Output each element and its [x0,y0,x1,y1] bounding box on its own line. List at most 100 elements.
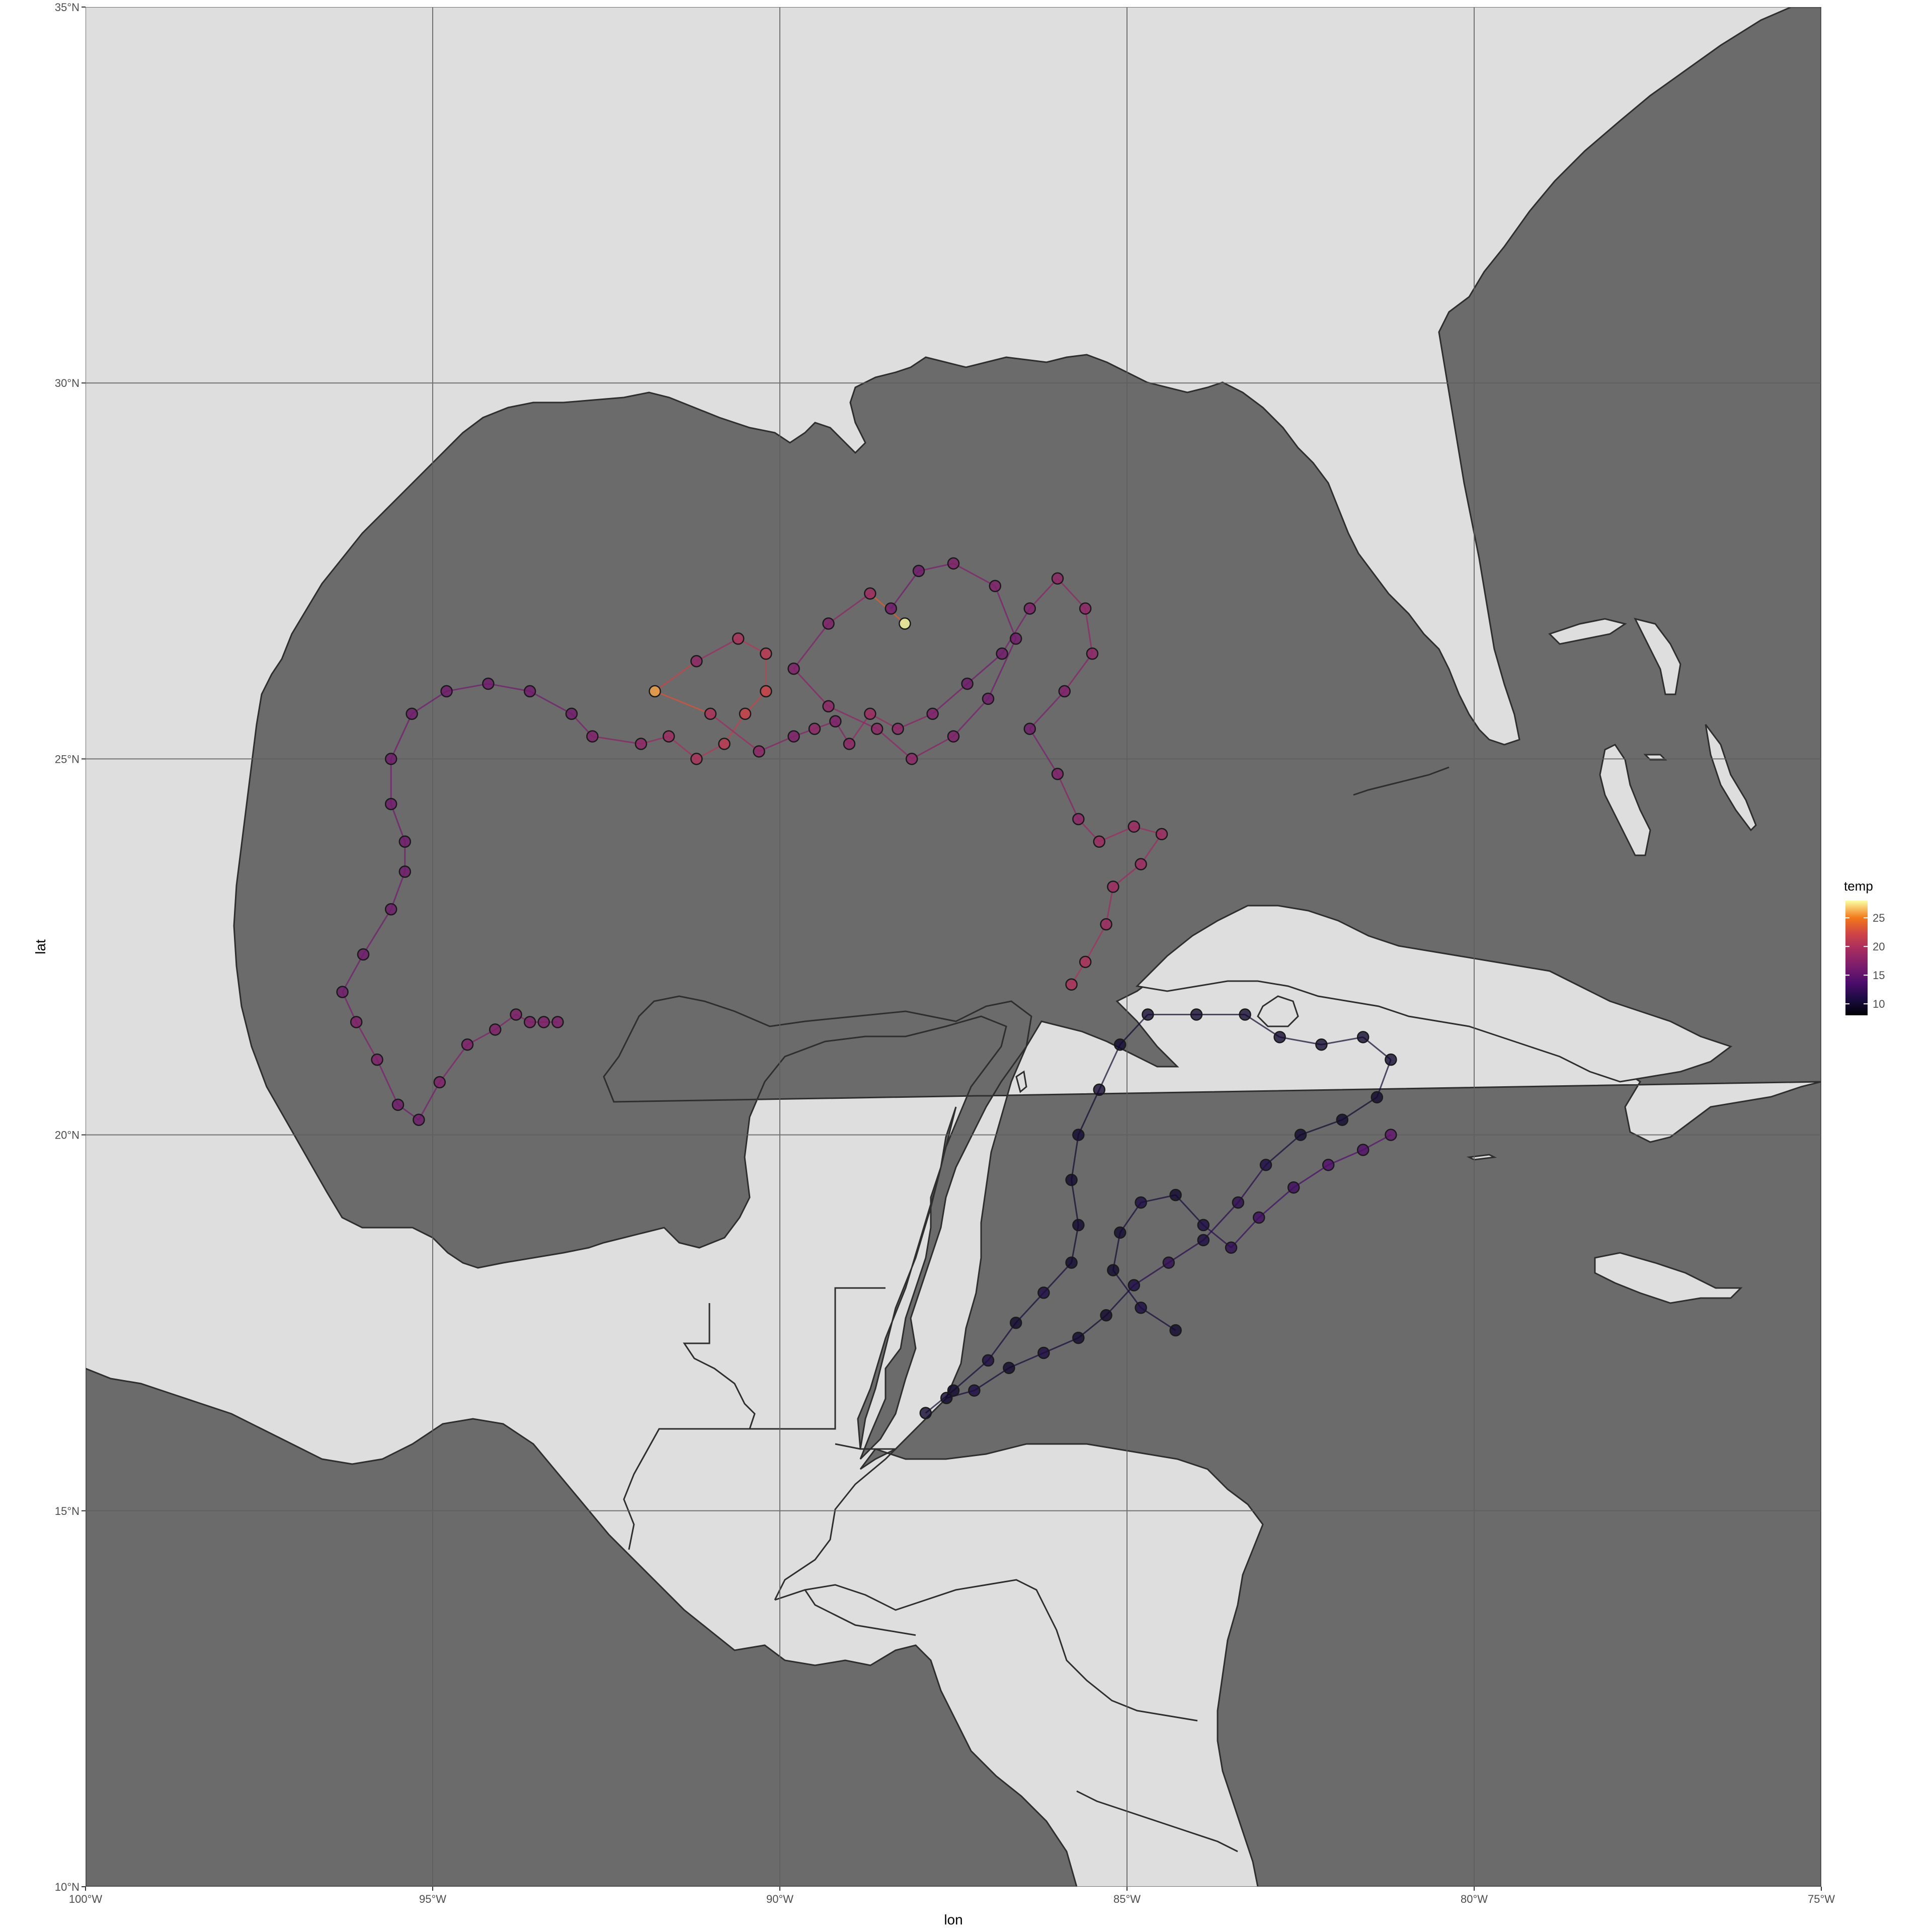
track-point [704,707,717,720]
track-point [1225,1241,1238,1254]
track-point [406,707,418,720]
florida-keys [1353,766,1450,796]
track-point [822,617,835,630]
track-point [1065,978,1078,991]
track-segment [1293,1164,1329,1188]
track-point [829,715,842,728]
grand-bahama [1548,618,1627,645]
track-segment [953,562,996,587]
track-point [1072,1331,1085,1344]
jamaica [1594,1252,1743,1304]
track-point [864,707,876,720]
track-point [1135,1302,1147,1314]
track-point [1107,1264,1119,1276]
track-segment [1140,1307,1176,1331]
track-segment [1043,1337,1079,1354]
track-point [649,685,661,698]
track-point [384,797,397,811]
track-point [1155,828,1168,841]
track-point [1037,1346,1050,1359]
track-point [1385,1053,1397,1066]
pacific-ocean [86,1367,1078,1887]
track-point [398,865,412,878]
track-point [1197,1234,1210,1247]
eleuthera-island [1705,724,1757,832]
track-segment [529,690,572,715]
track-point [523,1016,536,1028]
track-segment [1105,887,1114,925]
track-point [787,662,800,675]
legend-break-label: 20 [1873,940,1885,953]
track-point [1371,1091,1384,1104]
legend-ticks: 10 15 20 25 [1845,912,1885,1010]
track-segment [1084,924,1107,962]
track-point [1315,1038,1328,1051]
y-axis: 10°N 15°N 20°N 25°N 30°N 35°N [55,1,86,1893]
track-point [760,647,772,660]
y-tick-label: 25°N [55,753,79,765]
track-point [1385,1129,1397,1141]
cozumel-island [1015,1070,1027,1093]
track-segment [1057,773,1079,820]
track-point [1128,1279,1141,1292]
track-point [350,1016,363,1028]
track-point [510,1008,522,1021]
track-segment [654,660,697,692]
track-segment [439,1044,468,1083]
track-point [384,903,397,916]
track-segment [793,668,829,707]
y-tick-label: 10°N [55,1881,79,1893]
track-point [1058,685,1071,698]
track-segment [1112,1232,1121,1270]
track-point [1135,858,1147,870]
cuba [1135,905,1733,1083]
track-point [1356,1031,1370,1043]
track-point [947,730,960,743]
track-point [1128,820,1141,833]
track-point [384,753,397,765]
track-segment [898,713,933,730]
track-point [1169,1324,1182,1337]
track-point [1273,1031,1286,1043]
track-segment [890,570,920,609]
track-point [760,685,772,698]
track-point [1065,1174,1078,1186]
track-lines [342,562,1392,1414]
legend: temp 10 15 20 25 [1844,878,1885,1015]
track-segment [655,690,711,715]
track-point [690,655,703,668]
track-segment [1015,1292,1044,1324]
track-point [989,580,1002,592]
track-segment [592,736,641,745]
track-point [1051,572,1064,585]
track-point [482,677,495,690]
track-point [1169,1188,1182,1201]
track-segment [1119,1014,1149,1045]
track-point [1079,602,1092,615]
x-tick-label: 75°W [1808,1893,1835,1905]
track-point [433,1076,446,1089]
track-point [843,738,856,750]
track-point [1072,1219,1085,1232]
track-point [1336,1113,1349,1126]
track-point [1072,813,1085,826]
track-point [634,738,648,750]
track-segment [1244,1014,1280,1038]
track-segment [1341,1096,1378,1120]
track-point [1003,1361,1015,1375]
track-segment [994,586,1017,639]
track-segment [411,690,447,714]
track-point [1100,918,1112,931]
track-point [822,700,835,713]
track-point [926,707,939,720]
track-segment [876,728,913,760]
track-segment [1064,653,1093,692]
track-point [739,707,752,720]
track-point [940,1392,953,1404]
track-segment [1168,1239,1204,1263]
gulf-caribbean-sea [233,7,1821,1887]
track-point [982,692,995,705]
track-segment [1071,1135,1079,1180]
track-point [1259,1159,1272,1171]
